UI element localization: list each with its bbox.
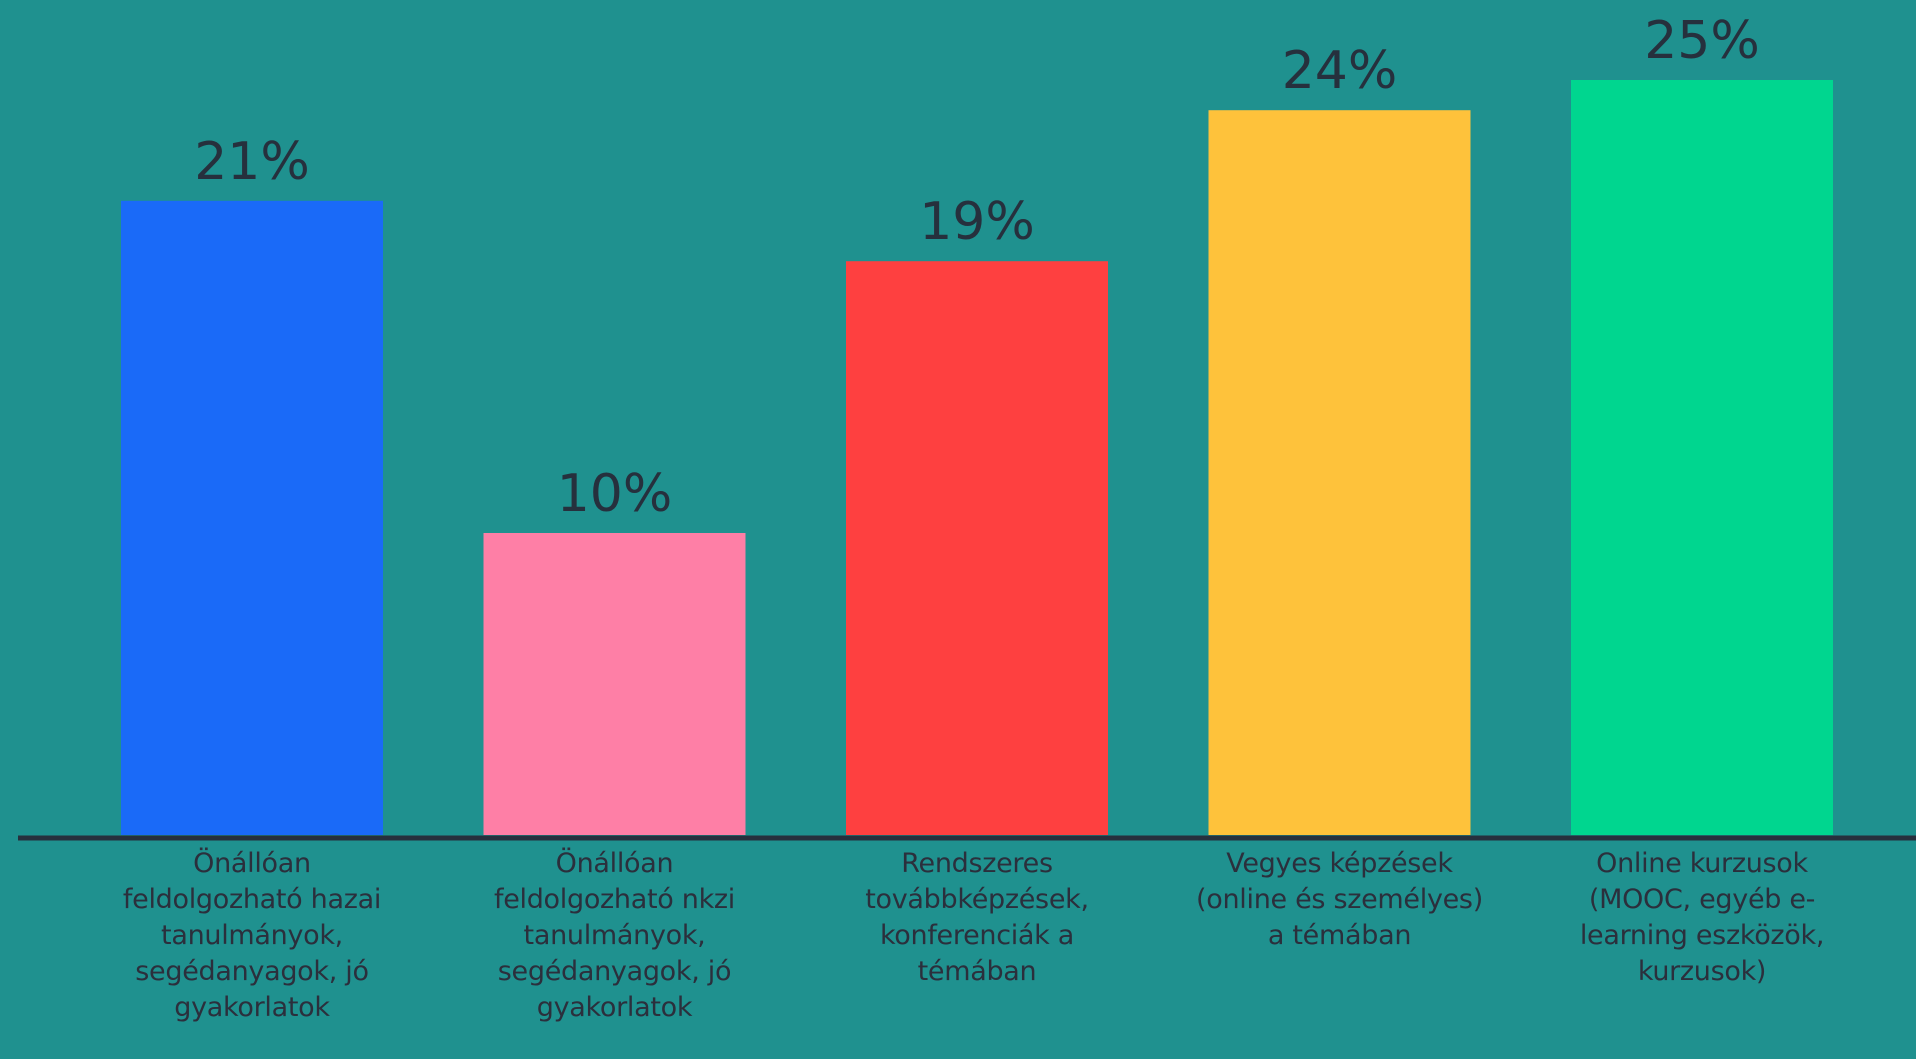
category-label-5: Online kurzusok (MOOC, egyéb e-learning …: [1579, 848, 1825, 987]
value-label-1: 21%: [194, 132, 310, 192]
value-label-5: 25%: [1644, 11, 1760, 71]
bar-2: [483, 533, 746, 835]
category-label-4: Vegyes képzések (online és személyes) a …: [1196, 848, 1483, 951]
value-labels: 21% 10% 19% 24% 25%: [194, 11, 1760, 524]
bar-4: [1208, 110, 1471, 835]
value-label-3: 19%: [919, 192, 1035, 252]
category-label-1: Önállóan feldolgozható hazai tanulmányok…: [122, 848, 382, 1023]
bar-5: [1571, 80, 1833, 835]
bar-1: [121, 200, 383, 836]
category-label-2: Önállóan feldolgozható nkzi tanulmányok,…: [494, 848, 735, 1023]
bars: [121, 80, 1833, 836]
value-label-2: 10%: [557, 464, 673, 524]
value-label-4: 24%: [1282, 41, 1398, 101]
bar-3: [846, 261, 1108, 835]
category-label-3: Rendszeres továbbképzések, konferenciák …: [865, 848, 1089, 987]
